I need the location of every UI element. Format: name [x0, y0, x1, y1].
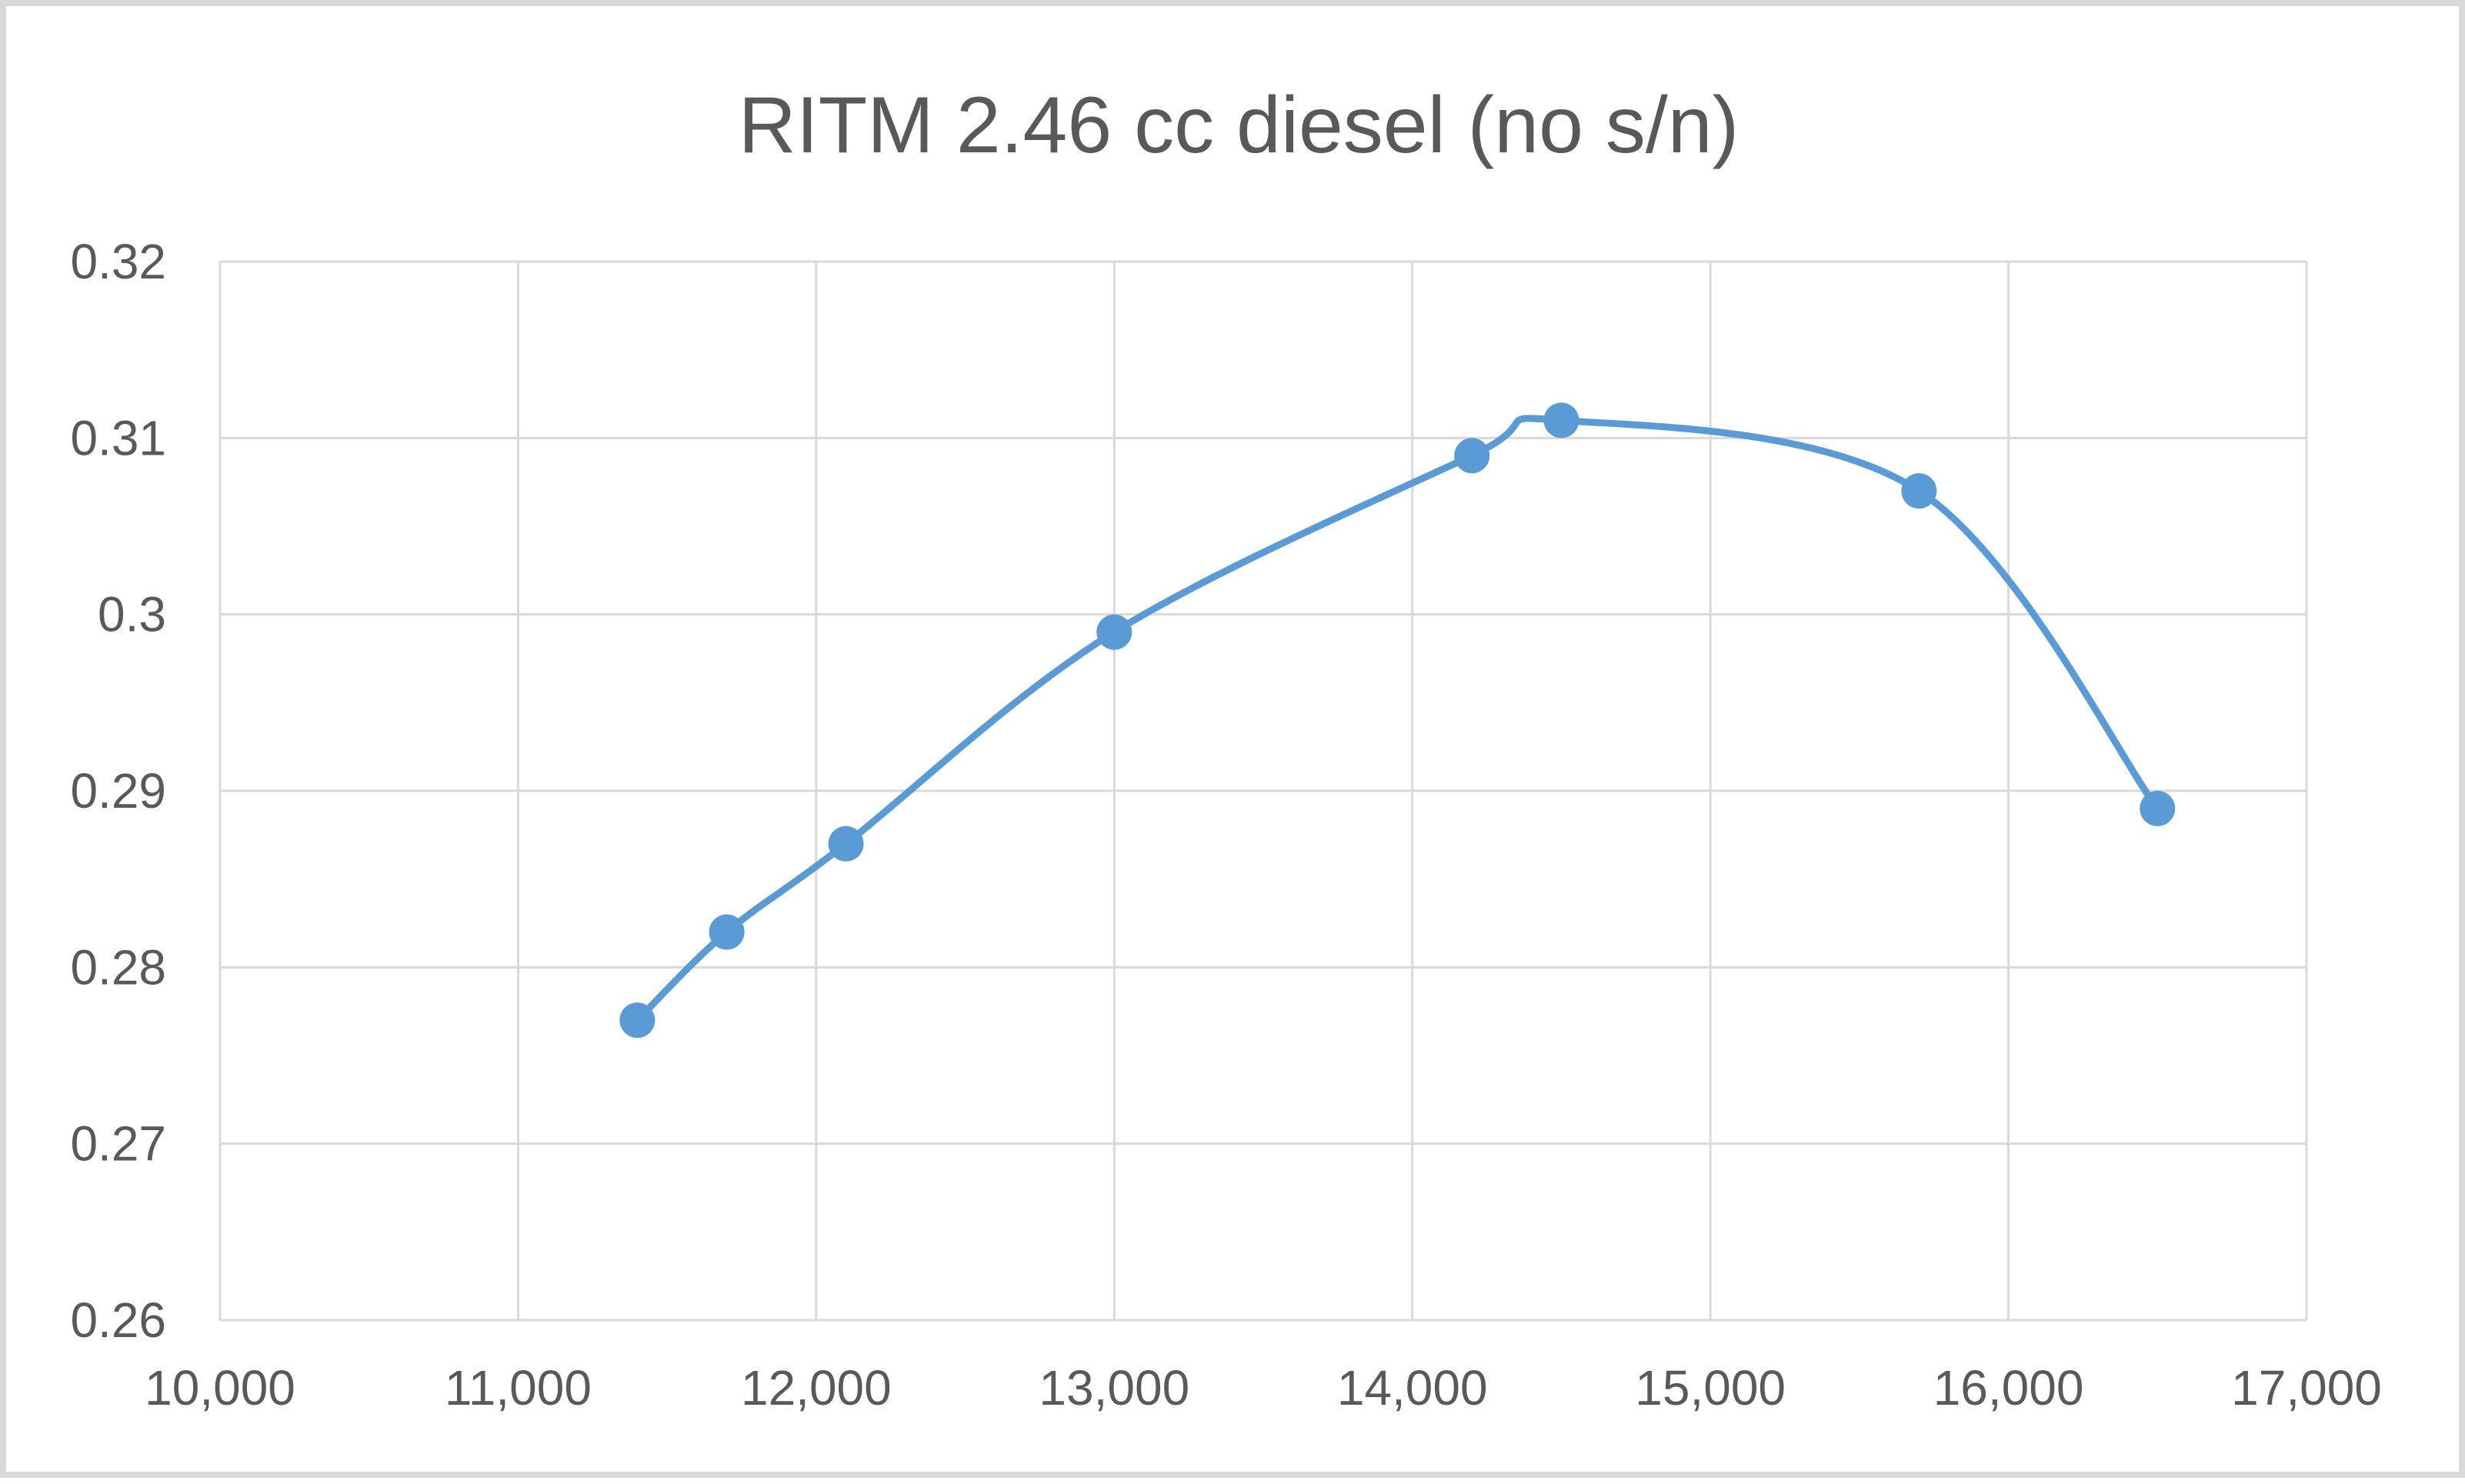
data-point — [1543, 402, 1579, 439]
x-tick-label: 13,000 — [1039, 1360, 1189, 1416]
line-chart: RITM 2.46 cc diesel (no s/n) 0.260.270.2… — [70, 81, 2381, 1416]
gridlines — [218, 260, 2308, 1322]
data-point — [2140, 790, 2176, 826]
y-tick-label: 0.28 — [70, 939, 166, 995]
x-tick-label: 14,000 — [1337, 1360, 1488, 1416]
y-tick-label: 0.31 — [70, 410, 166, 465]
chart-title: RITM 2.46 cc diesel (no s/n) — [739, 81, 1739, 170]
x-tick-label: 12,000 — [741, 1360, 892, 1416]
series-layer — [633, 415, 2161, 1024]
data-point — [1454, 438, 1490, 474]
y-tick-label: 0.27 — [70, 1116, 166, 1172]
y-tick-label: 0.29 — [70, 763, 166, 819]
x-tick-label: 15,000 — [1635, 1360, 1786, 1416]
data-point — [828, 825, 864, 862]
data-point — [1096, 614, 1132, 650]
y-tick-label: 0.32 — [70, 234, 166, 289]
x-tick-label: 11,000 — [445, 1360, 592, 1416]
y-tick-label: 0.26 — [70, 1292, 166, 1348]
x-tick-label: 10,000 — [145, 1360, 295, 1416]
axes: 0.26 0.27 0.28 0.29 0.3 0.31 0.32 10,000 11,000 1… — [70, 234, 2381, 1416]
series-line — [633, 415, 2161, 1024]
data-point — [1901, 473, 1937, 509]
data-point — [709, 914, 745, 950]
y-tick-label: 0.3 — [98, 587, 166, 642]
data-point — [619, 1002, 655, 1039]
x-tick-label: 17,000 — [2231, 1360, 2382, 1416]
x-tick-label: 16,000 — [1933, 1360, 2084, 1416]
markers-layer — [619, 402, 2176, 1039]
